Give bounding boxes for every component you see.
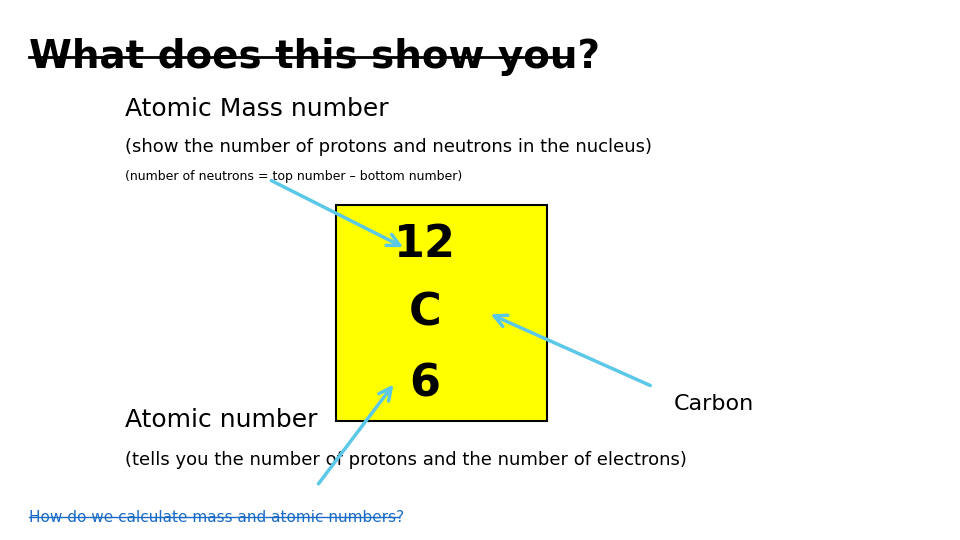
Text: 12: 12 xyxy=(394,222,456,266)
Text: Atomic Mass number: Atomic Mass number xyxy=(125,97,389,121)
Bar xyxy=(336,205,547,421)
Text: Atomic number: Atomic number xyxy=(125,408,318,431)
Text: (tells you the number of protons and the number of electrons): (tells you the number of protons and the… xyxy=(125,451,686,469)
Text: Carbon: Carbon xyxy=(674,394,755,414)
Text: (show the number of protons and neutrons in the nucleus): (show the number of protons and neutrons… xyxy=(125,138,652,156)
Text: 6: 6 xyxy=(409,363,441,406)
Text: What does this show you?: What does this show you? xyxy=(29,38,600,76)
Text: (number of neutrons = top number – bottom number): (number of neutrons = top number – botto… xyxy=(125,170,462,183)
Text: How do we calculate mass and atomic numbers?: How do we calculate mass and atomic numb… xyxy=(29,510,404,525)
Text: C: C xyxy=(408,292,441,335)
